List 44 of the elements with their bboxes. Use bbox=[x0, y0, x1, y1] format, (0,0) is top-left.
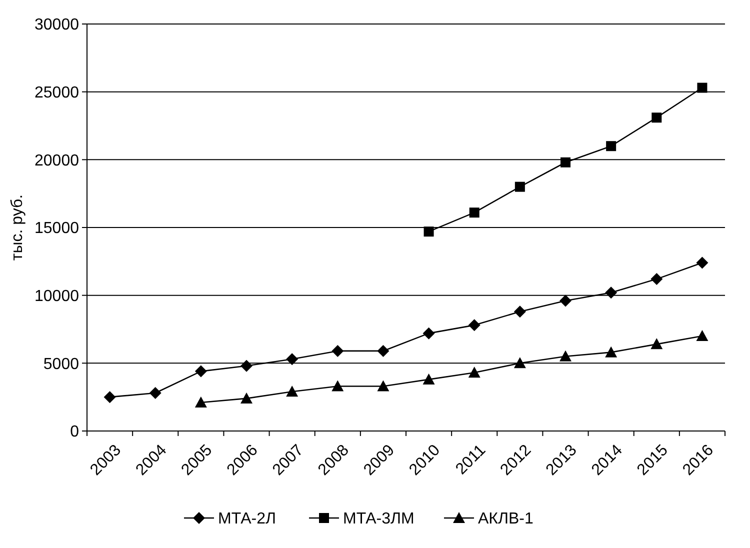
point bbox=[696, 256, 708, 269]
y-tick-label: 10000 bbox=[34, 288, 80, 305]
point bbox=[696, 330, 708, 342]
point bbox=[650, 338, 663, 350]
point bbox=[560, 294, 572, 307]
point bbox=[286, 353, 298, 366]
point bbox=[560, 350, 572, 362]
point bbox=[468, 319, 480, 332]
point bbox=[286, 386, 298, 397]
point bbox=[514, 182, 525, 192]
legend-label: МТА-3ЛМ bbox=[343, 510, 414, 528]
point bbox=[514, 306, 526, 318]
point bbox=[605, 346, 618, 358]
point bbox=[149, 387, 162, 400]
point bbox=[240, 392, 252, 404]
point bbox=[514, 357, 526, 368]
point bbox=[697, 82, 708, 93]
point bbox=[422, 373, 435, 384]
point bbox=[194, 396, 207, 408]
y-axis-title: тыс. руб. bbox=[9, 194, 26, 261]
point bbox=[650, 273, 663, 286]
point bbox=[469, 208, 480, 218]
y-tick-label: 20000 bbox=[34, 152, 80, 170]
point bbox=[194, 365, 207, 378]
y-tick-label: 0 bbox=[70, 424, 80, 441]
point bbox=[104, 391, 116, 404]
point bbox=[468, 366, 480, 378]
point bbox=[332, 380, 344, 392]
point bbox=[332, 344, 344, 357]
point bbox=[652, 112, 662, 123]
point bbox=[605, 286, 618, 299]
legend-label: АКЛВ-1 bbox=[478, 510, 534, 528]
point bbox=[606, 141, 616, 152]
point bbox=[377, 344, 390, 357]
y-tick-label: 5000 bbox=[43, 356, 80, 373]
point bbox=[377, 380, 390, 392]
y-tick-label: 15000 bbox=[34, 220, 80, 238]
point bbox=[240, 360, 252, 372]
point bbox=[560, 157, 570, 168]
legend-label: МТА-2Л bbox=[218, 510, 276, 528]
point bbox=[424, 226, 434, 237]
y-tick-label: 25000 bbox=[34, 84, 80, 102]
y-tick-label: 30000 bbox=[34, 16, 80, 34]
point bbox=[422, 327, 435, 340]
